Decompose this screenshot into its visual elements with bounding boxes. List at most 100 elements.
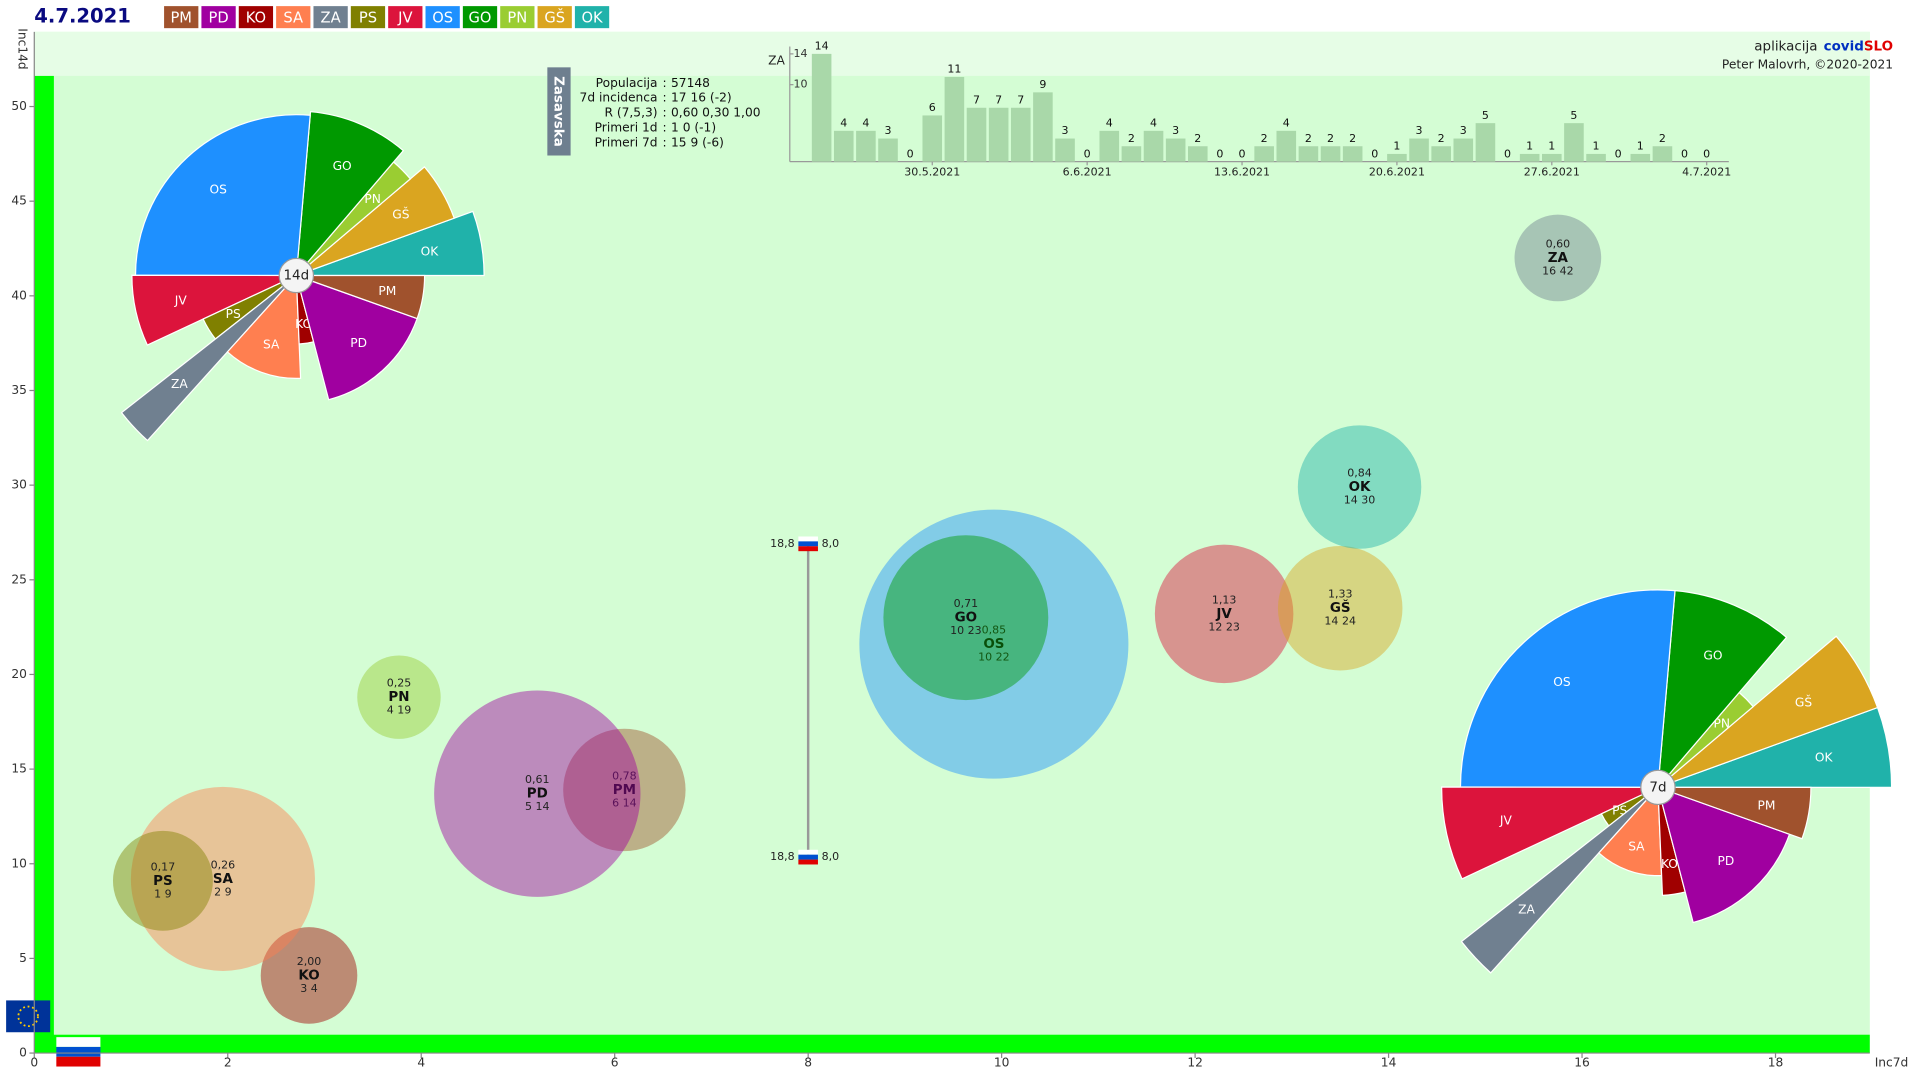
credits: aplikacija covidSLO	[1754, 40, 1893, 55]
legend-swatch[interactable]	[238, 6, 274, 29]
pie-label: PN	[364, 192, 381, 206]
bar-y-tick-label: 10	[793, 78, 807, 91]
pie-sector	[295, 274, 418, 401]
y-axis-label: Inc14d	[16, 28, 30, 69]
legend-label: PN	[507, 9, 527, 26]
date: 4.7.2021	[34, 5, 131, 28]
bar-value-label: 2	[1327, 132, 1334, 145]
legend-label: GO	[469, 9, 492, 26]
bar	[811, 53, 832, 162]
bubble	[883, 535, 1049, 701]
pie-sector	[1657, 786, 1812, 840]
bubble-name: GŠ	[1330, 598, 1351, 616]
bar	[1276, 130, 1297, 162]
info-sep: :	[662, 91, 666, 105]
bubble-name: OK	[1349, 480, 1371, 495]
info-key: 7d incidenca	[580, 91, 658, 105]
bar	[1630, 153, 1651, 162]
legend-swatch[interactable]	[388, 6, 423, 29]
bar	[1320, 146, 1341, 162]
legend-swatch[interactable]	[462, 6, 498, 29]
legend-swatch[interactable]	[425, 6, 460, 29]
eu-flag	[6, 1000, 51, 1033]
bar	[1431, 146, 1451, 162]
pie-label: JV	[174, 294, 188, 308]
pie-label: ZA	[1518, 903, 1535, 917]
bar	[1254, 146, 1274, 162]
brand-covid: covid	[1824, 40, 1864, 55]
bar-value-label: 9	[1039, 78, 1046, 91]
bubble	[1277, 545, 1403, 671]
bar-value-label: 0	[1703, 147, 1710, 160]
pie-title: 7d	[1649, 780, 1666, 795]
bar	[1010, 107, 1031, 162]
flag-red	[798, 546, 818, 552]
bar-value-label: 2	[1659, 132, 1666, 145]
x-tick-label: 16	[1574, 1055, 1590, 1069]
si-flag	[56, 1037, 101, 1067]
pie-label: GŠ	[392, 206, 409, 221]
bar-value-label: 3	[1460, 124, 1467, 137]
x-tick-label: 18	[1768, 1055, 1784, 1069]
bubble-counts: 6 14	[612, 796, 637, 809]
bar	[1564, 123, 1584, 162]
y-tick-label: 20	[11, 667, 27, 681]
legend-label: OS	[432, 9, 453, 26]
bubble-name: PD	[527, 787, 548, 802]
bubble-name: GO	[955, 611, 977, 626]
legend-swatch[interactable]	[350, 6, 386, 29]
y-tick-label: 40	[11, 288, 27, 302]
legend-swatch[interactable]	[164, 6, 199, 29]
bar	[944, 76, 965, 162]
bar-value-label: 4	[862, 116, 869, 129]
info-key: Primeri 7d	[595, 136, 658, 150]
bar-value-label: 7	[1017, 93, 1024, 106]
legend-swatch[interactable]	[537, 6, 572, 29]
flag-red	[798, 859, 818, 865]
bar-value-label: 2	[1194, 132, 1201, 145]
bar	[1409, 138, 1429, 162]
y-tick-label: 25	[11, 572, 27, 586]
info-sep: :	[662, 106, 666, 120]
bar	[1033, 92, 1053, 162]
pie-sector	[120, 275, 297, 442]
legend-label: PM	[170, 9, 192, 26]
bar	[1298, 146, 1319, 162]
bar	[1055, 138, 1075, 162]
bar	[1542, 153, 1562, 162]
legend-swatch[interactable]	[574, 6, 610, 29]
bubble	[130, 786, 315, 971]
legend-swatch[interactable]	[500, 6, 535, 29]
pie-label: KO	[1661, 857, 1678, 871]
bar	[1099, 130, 1120, 162]
y-tick-label: 30	[11, 478, 27, 492]
bar-value-label: 14	[815, 40, 829, 53]
bubble	[260, 927, 358, 1024]
y-tick-label: 5	[19, 951, 27, 965]
bubble-counts: 2 9	[214, 885, 232, 898]
x-tick-label: 12	[1187, 1055, 1203, 1069]
bubble-r-label: 1,33	[1328, 588, 1353, 601]
info-key: Primeri 1d	[595, 121, 658, 135]
pie-label: ZA	[171, 377, 188, 391]
x-tick-label: 2	[224, 1055, 232, 1069]
flag-white	[798, 536, 818, 542]
pie-center	[1640, 769, 1676, 806]
flag-white	[798, 849, 818, 855]
bar	[1387, 153, 1407, 162]
info-value: 15 9 (-6)	[671, 136, 724, 150]
bar-value-label: 0	[1504, 147, 1511, 160]
x-axis-label: Inc7d	[1875, 1055, 1909, 1069]
legend-swatch[interactable]	[276, 6, 311, 29]
pie-label: PM	[378, 284, 396, 298]
bar-value-label: 0	[1239, 147, 1246, 160]
bar-value-label: 0	[1615, 147, 1622, 160]
legend-swatch[interactable]	[313, 6, 348, 29]
legend-swatch[interactable]	[201, 6, 236, 29]
pie-label: GO	[1703, 649, 1722, 663]
reference-right-label: 8,0	[822, 537, 840, 550]
bubble-name: OS	[983, 637, 1004, 652]
bar	[1165, 138, 1186, 162]
y-tick-label: 0	[19, 1046, 27, 1060]
